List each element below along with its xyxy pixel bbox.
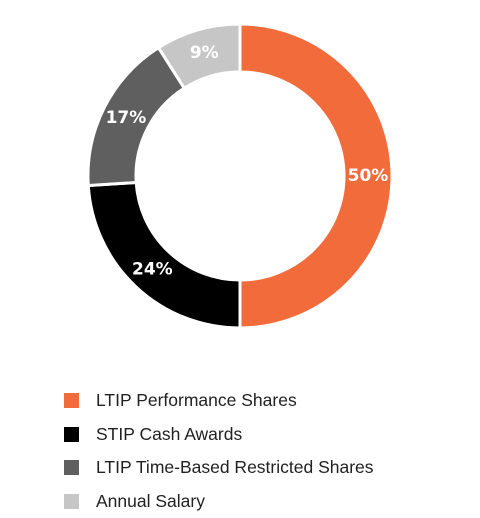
chart-legend: LTIP Performance Shares STIP Cash Awards L… (64, 384, 374, 518)
donut-slice-annual-salary (156, 22, 242, 91)
donut-slice-stip-cash-awards (86, 180, 242, 330)
legend-item-ltip-time-based-restricted-shares: LTIP Time-Based Restricted Shares (64, 451, 374, 485)
slice-label-annual-salary: 9% (190, 43, 219, 63)
donut-slice-labels: 50% 24% 17% 9% (106, 43, 389, 279)
legend-label: STIP Cash Awards (96, 423, 243, 444)
donut-slice-ltip-performance-shares (238, 22, 394, 330)
legend-swatch (64, 460, 79, 476)
legend-item-ltip-performance-shares: LTIP Performance Shares (64, 384, 374, 418)
legend-swatch (64, 393, 79, 409)
legend-swatch (64, 493, 79, 509)
legend-item-stip-cash-awards: STIP Cash Awards (64, 418, 374, 452)
slice-label-ltip-time-based-restricted-shares: 17% (106, 108, 147, 128)
slice-label-ltip-performance-shares: 50% (348, 166, 389, 186)
donut-slices (86, 22, 394, 330)
donut-chart: 50% 24% 17% 9% (86, 22, 394, 330)
slice-label-stip-cash-awards: 24% (132, 259, 173, 279)
legend-item-annual-salary: Annual Salary (64, 485, 374, 518)
legend-label: LTIP Performance Shares (96, 390, 297, 411)
legend-label: Annual Salary (96, 490, 205, 511)
legend-swatch (64, 426, 79, 442)
legend-label: LTIP Time-Based Restricted Shares (96, 457, 374, 478)
